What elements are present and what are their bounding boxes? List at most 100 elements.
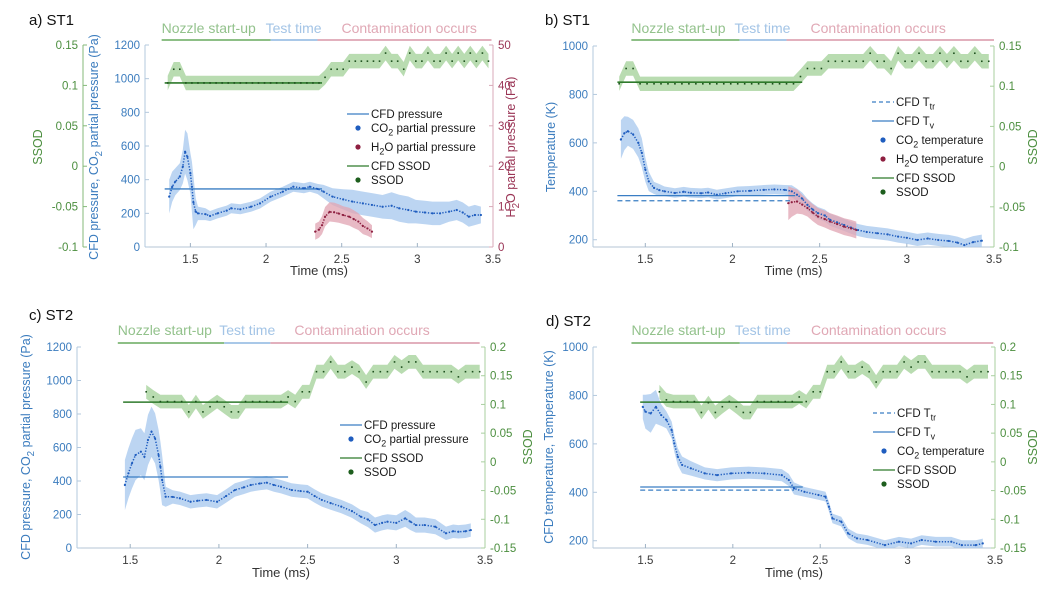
data-point xyxy=(736,82,739,85)
data-point xyxy=(423,211,427,214)
data-point xyxy=(331,195,334,198)
y-tick-label: 0 xyxy=(498,242,504,254)
data-point xyxy=(728,400,731,403)
x-axis-title: Time (ms) xyxy=(765,565,823,580)
legend-label: CFD SSOD xyxy=(364,453,423,465)
data-point xyxy=(216,400,218,403)
data-point xyxy=(323,215,327,218)
data-point xyxy=(987,60,990,63)
legend-marker-dot xyxy=(348,436,354,442)
x-tick-label: 2 xyxy=(263,254,269,266)
data-point xyxy=(823,214,826,217)
data-point xyxy=(632,133,635,136)
phase-label-contamination-occurs: Contamination occurs xyxy=(811,20,946,36)
y-tick-label: 0 xyxy=(134,242,140,254)
data-point xyxy=(926,237,929,240)
data-point xyxy=(150,430,153,433)
data-point xyxy=(320,498,323,502)
data-point xyxy=(180,400,183,403)
data-point xyxy=(258,482,261,485)
data-point xyxy=(400,366,403,368)
data-point xyxy=(361,202,364,205)
data-point xyxy=(227,82,230,84)
data-point xyxy=(272,483,276,487)
legend-label-subscript: 2 xyxy=(379,147,384,157)
uncertainty-bands xyxy=(124,355,480,540)
legend-marker-dot xyxy=(880,156,886,162)
data-point xyxy=(640,151,643,154)
data-point xyxy=(202,411,204,413)
data-point xyxy=(197,82,199,84)
data-point xyxy=(787,202,790,205)
legend-label-text: CFD T xyxy=(897,427,931,439)
data-point xyxy=(171,185,174,188)
legend-item: CFD Tv xyxy=(873,427,936,442)
legend-item: CFD SSOD xyxy=(872,173,955,185)
data-point xyxy=(407,361,410,363)
data-point xyxy=(461,211,464,214)
data-point xyxy=(328,210,331,213)
data-point xyxy=(145,390,147,393)
data-point xyxy=(281,190,284,193)
data-point xyxy=(434,525,437,528)
data-point xyxy=(783,188,786,191)
y-tick-label: 0.15 xyxy=(999,41,1021,53)
y-axis-title-pressure: CFD pressure, CO2 partial pressure (Pa) xyxy=(19,334,37,560)
x-tick-label: 3 xyxy=(904,555,910,567)
legend-item: CFD Ttr xyxy=(872,97,935,112)
x-axis-title: Time (ms) xyxy=(764,263,822,278)
data-point xyxy=(294,400,296,403)
legend-marker-dot xyxy=(880,189,886,195)
data-point xyxy=(817,493,820,497)
data-point xyxy=(967,60,969,63)
data-point xyxy=(224,494,228,498)
y-axis-ssod: -0.15 -0.1 -0.05 0 0.05 0.1 0.15 0.2 SSOD xyxy=(991,342,1040,555)
x-tick-label: 3.5 xyxy=(477,555,493,567)
legend-item: CFD SSOD xyxy=(873,465,956,477)
data-point xyxy=(883,60,885,63)
data-point xyxy=(152,396,155,398)
data-point xyxy=(882,370,884,373)
data-point xyxy=(166,400,169,403)
y-tick-label: -0.1 xyxy=(999,242,1019,254)
legend-item: CO2 temperature xyxy=(880,135,983,150)
data-point xyxy=(402,68,405,71)
phase-label-test-time: Test time xyxy=(266,20,322,36)
data-point xyxy=(314,230,317,233)
x-tick-label: 3 xyxy=(414,254,420,266)
legend-label-text: CO xyxy=(897,446,914,458)
data-point xyxy=(360,60,363,62)
data-point xyxy=(665,399,668,401)
data-point xyxy=(473,213,476,217)
data-point xyxy=(316,187,319,191)
data-point xyxy=(773,188,776,191)
legend-label-text-end: temperature xyxy=(919,446,984,458)
data-point xyxy=(647,180,650,183)
data-point xyxy=(443,370,445,373)
y-tick-label: -0.15 xyxy=(1000,543,1026,555)
panel-title: a) ST1 xyxy=(29,12,74,29)
panel-title: d) ST2 xyxy=(546,313,591,330)
data-point xyxy=(625,67,627,70)
data-point xyxy=(187,411,190,413)
data-point xyxy=(938,370,940,373)
panel-d: d) ST2 Nozzle start-up Test time Contaminat… xyxy=(542,313,1040,580)
data-point xyxy=(287,396,289,398)
data-point xyxy=(672,400,675,403)
y-tick-label: 1000 xyxy=(562,41,588,53)
data-point xyxy=(847,532,850,535)
panel-a: a) ST1 Nozzle start-up Test time Contaminat… xyxy=(29,12,522,278)
data-point xyxy=(812,390,815,393)
data-point xyxy=(706,191,710,194)
x-tick-label: 3.5 xyxy=(987,555,1003,567)
data-point xyxy=(173,400,176,403)
data-point xyxy=(237,411,240,413)
data-point xyxy=(855,228,858,232)
data-point xyxy=(196,212,200,215)
y-tick-label: 400 xyxy=(53,476,72,488)
data-point xyxy=(925,60,927,63)
data-point xyxy=(168,195,171,198)
data-point xyxy=(686,400,689,403)
data-point xyxy=(855,537,859,540)
